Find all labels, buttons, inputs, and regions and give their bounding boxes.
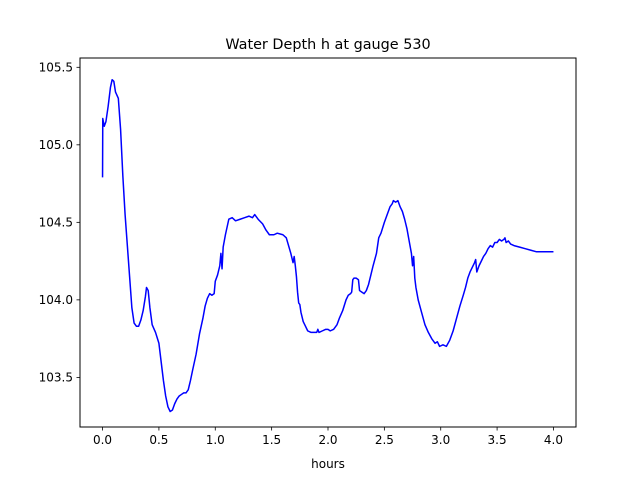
x-axis-label: hours [311,457,345,471]
x-tick-label: 1.5 [262,433,281,447]
y-tick-label: 103.5 [39,371,73,385]
plot-area [80,58,576,427]
y-tick-label: 105.0 [39,138,73,152]
y-tick-label: 104.0 [39,293,73,307]
x-tick-label: 0.0 [93,433,112,447]
x-tick-label: 2.5 [375,433,394,447]
y-tick-label: 105.5 [39,61,73,75]
x-tick-label: 0.5 [149,433,168,447]
chart-title: Water Depth h at gauge 530 [225,37,430,53]
y-tick-label: 104.5 [39,216,73,230]
x-axis-ticks: 0.0 0.5 1.0 1.5 2.0 2.5 3.0 3.5 4.0 [93,427,563,447]
x-tick-label: 2.0 [318,433,337,447]
y-axis-ticks: 103.5 104.0 104.5 105.0 105.5 [39,61,80,385]
series-line-0 [101,78,554,413]
x-tick-label: 1.0 [206,433,225,447]
x-tick-label: 4.0 [544,433,563,447]
data-layer [101,78,554,413]
x-tick-label: 3.0 [431,433,450,447]
x-tick-label: 3.5 [488,433,507,447]
